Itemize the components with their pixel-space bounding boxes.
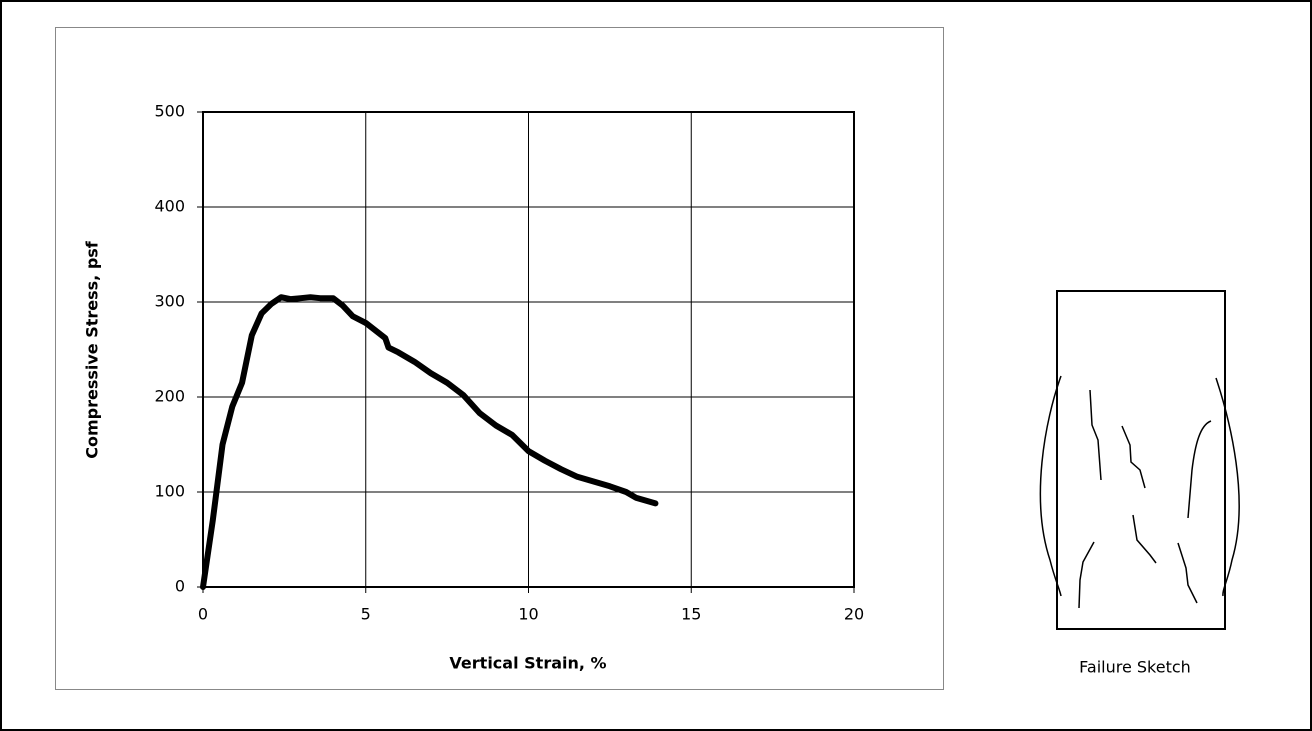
data-line bbox=[200, 294, 659, 590]
y-tick-label: 100 bbox=[154, 482, 185, 501]
y-tick-label: 200 bbox=[154, 387, 185, 406]
y-tick-label: 0 bbox=[175, 577, 185, 596]
sketch-label: Failure Sketch bbox=[1079, 658, 1191, 677]
x-tick-label: 10 bbox=[518, 605, 538, 624]
y-tick-label: 500 bbox=[154, 102, 185, 121]
x-axis-title: Vertical Strain, % bbox=[449, 654, 606, 673]
x-tick-label: 0 bbox=[198, 605, 208, 624]
x-tick-label: 5 bbox=[361, 605, 371, 624]
y-tick-label: 400 bbox=[154, 197, 185, 216]
failure-sketch bbox=[1039, 290, 1240, 630]
x-tick-label: 15 bbox=[681, 605, 701, 624]
plot-frame bbox=[202, 111, 855, 588]
y-tick-label: 300 bbox=[154, 292, 185, 311]
x-tick-label: 20 bbox=[844, 605, 864, 624]
chart-frame bbox=[55, 27, 944, 690]
y-axis-title: Compressive Stress, psf bbox=[83, 240, 102, 459]
